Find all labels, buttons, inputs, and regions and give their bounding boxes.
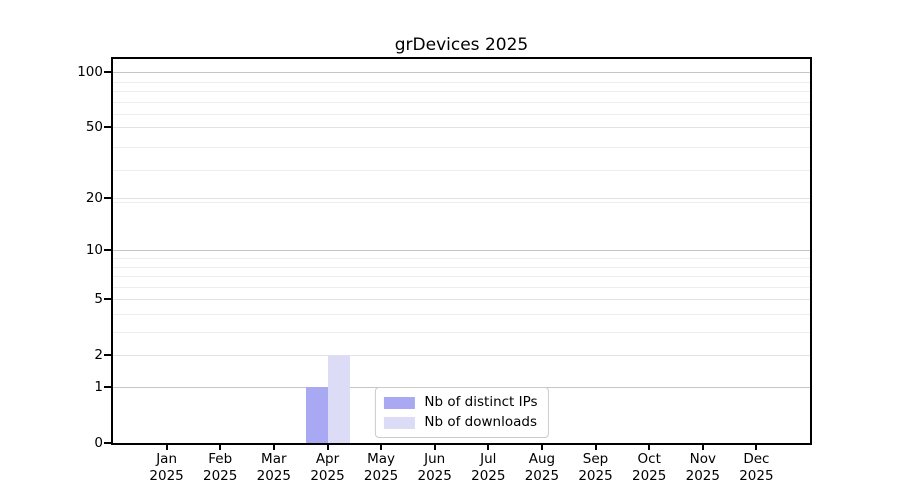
legend-swatch <box>383 416 415 429</box>
x-tick-label: Aug 2025 <box>510 451 574 485</box>
legend-item: Nb of downloads <box>383 415 537 430</box>
gridline-mid <box>113 299 810 300</box>
x-tick <box>540 445 543 450</box>
x-tick-label: Jul 2025 <box>456 451 520 485</box>
y-tick <box>104 353 111 356</box>
legend: Nb of distinct IPs Nb of downloads <box>374 387 549 438</box>
x-tick <box>165 445 168 450</box>
gridline-minor <box>113 101 810 103</box>
y-tick <box>104 197 111 200</box>
legend-label: Nb of distinct IPs <box>424 394 538 410</box>
x-tick-label: Apr 2025 <box>296 451 360 485</box>
y-tick <box>104 71 111 74</box>
gridline-mid <box>113 127 810 129</box>
x-tick <box>219 445 222 450</box>
y-tick-label: 50 <box>85 119 103 136</box>
gridline-minor <box>113 90 810 92</box>
x-tick-label: May 2025 <box>349 451 413 485</box>
x-tick-month: Jun <box>424 451 446 467</box>
x-tick-month: Jan <box>156 451 177 467</box>
x-tick-month: Jul <box>480 451 497 467</box>
y-tick <box>104 298 111 300</box>
y-tick-label: 0 <box>94 435 103 451</box>
gridline-minor <box>113 146 810 148</box>
legend-item: Nb of distinct IPs <box>383 394 538 410</box>
x-tick-month: May <box>367 451 396 467</box>
gridline-minor <box>113 81 810 83</box>
plot-area: Nb of distinct IPs Nb of downloads <box>111 57 812 445</box>
x-tick-month: Apr <box>315 451 340 467</box>
bar-downloads <box>327 354 350 443</box>
y-tick <box>104 126 111 129</box>
x-tick <box>648 445 651 450</box>
gridline-minor <box>113 331 810 333</box>
gridline-mid <box>113 354 810 356</box>
gridline-major <box>113 72 810 74</box>
x-tick-year: 2025 <box>149 468 184 484</box>
y-tick-label: 100 <box>77 64 103 81</box>
x-tick-label: Nov 2025 <box>671 451 735 485</box>
legend-label: Nb of downloads <box>424 414 537 430</box>
gridline-minor <box>113 275 810 277</box>
x-tick-month: Dec <box>743 451 770 467</box>
y-tick-label: 2 <box>94 346 103 363</box>
x-tick-month: Nov <box>689 451 716 467</box>
y-tick-label: 10 <box>85 242 103 259</box>
x-tick <box>326 445 329 450</box>
y-tick-label: 5 <box>94 291 103 307</box>
y-tick <box>104 249 111 252</box>
gridline-minor <box>113 258 810 259</box>
y-tick-label: 20 <box>85 190 103 207</box>
x-tick-month: Sep <box>582 451 609 467</box>
x-tick <box>594 445 597 450</box>
x-tick-label: Sep 2025 <box>564 451 628 485</box>
x-tick-label: Feb 2025 <box>188 451 252 485</box>
x-tick-label: Mar 2025 <box>242 451 306 485</box>
gridline-major <box>113 250 810 252</box>
x-tick-month: Feb <box>208 451 233 467</box>
x-tick <box>487 445 490 450</box>
x-tick <box>433 445 436 450</box>
gridline-minor <box>113 169 810 171</box>
x-tick-year: 2025 <box>203 468 238 484</box>
x-tick <box>380 445 383 450</box>
x-tick-month: Oct <box>637 451 661 467</box>
x-tick-year: 2025 <box>256 468 291 484</box>
legend-swatch <box>383 396 415 409</box>
x-tick <box>701 445 704 450</box>
x-tick-year: 2025 <box>739 468 774 484</box>
x-tick-year: 2025 <box>685 468 720 484</box>
x-tick <box>272 445 275 450</box>
y-tick <box>104 442 111 444</box>
x-tick-year: 2025 <box>632 468 667 484</box>
gridline-minor <box>113 114 810 115</box>
x-tick-label: Dec 2025 <box>724 451 788 485</box>
chart-title: grDevices 2025 <box>394 35 529 55</box>
x-tick-year: 2025 <box>524 468 560 484</box>
bar-distinct-ips <box>305 387 328 443</box>
x-tick-label: Oct 2025 <box>617 451 681 485</box>
y-tick <box>104 386 111 389</box>
x-tick-year: 2025 <box>310 468 345 484</box>
x-tick-year: 2025 <box>471 468 506 484</box>
x-tick-year: 2025 <box>363 468 399 484</box>
x-tick-month: Mar <box>261 451 287 467</box>
x-tick <box>755 445 758 450</box>
x-tick-month: Aug <box>528 451 556 467</box>
gridline-minor <box>113 313 810 315</box>
gridline-mid <box>113 198 810 200</box>
x-tick-year: 2025 <box>417 468 452 484</box>
gridline-minor <box>113 286 810 288</box>
x-tick-label: Jan 2025 <box>135 451 199 485</box>
x-tick-year: 2025 <box>578 468 613 484</box>
x-tick-label: Jun 2025 <box>403 451 467 485</box>
gridline-minor <box>113 266 810 268</box>
y-tick-label: 1 <box>94 379 103 396</box>
gridline-minor <box>113 202 810 204</box>
